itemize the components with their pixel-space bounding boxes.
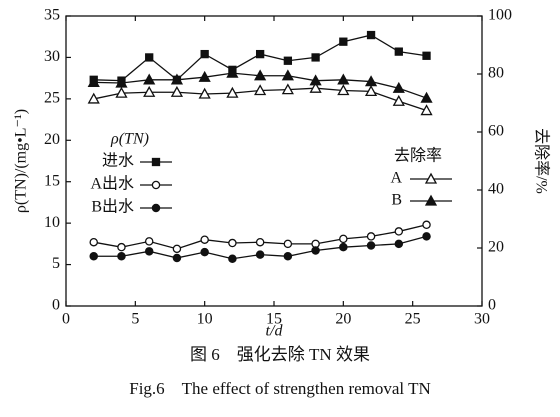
y-tick-label: 15 bbox=[44, 172, 60, 189]
marker bbox=[115, 86, 128, 98]
legend-marker bbox=[424, 172, 438, 184]
marker bbox=[89, 252, 98, 261]
marker bbox=[228, 238, 237, 248]
legend-marker bbox=[151, 203, 161, 213]
y-tick-label: 10 bbox=[44, 214, 60, 231]
legend-label: A出水 bbox=[90, 175, 134, 193]
marker bbox=[198, 70, 211, 82]
marker bbox=[115, 76, 128, 88]
marker bbox=[281, 83, 294, 95]
marker bbox=[143, 73, 156, 85]
marker bbox=[172, 244, 182, 254]
marker bbox=[170, 73, 184, 85]
marker bbox=[143, 85, 156, 97]
marker bbox=[117, 242, 126, 252]
marker bbox=[254, 84, 267, 96]
legend-label: B出水 bbox=[91, 198, 134, 216]
x-tick-label: 5 bbox=[131, 311, 139, 328]
marker bbox=[170, 85, 184, 97]
marker bbox=[337, 73, 350, 85]
marker bbox=[420, 91, 433, 103]
marker bbox=[366, 232, 376, 241]
x-tick-label: 10 bbox=[197, 311, 213, 328]
marker bbox=[392, 94, 405, 106]
x-tick-label: 15 bbox=[266, 311, 282, 328]
y2-tick-label: 40 bbox=[488, 181, 504, 198]
y-tick-label: 25 bbox=[44, 90, 60, 107]
marker bbox=[198, 87, 211, 99]
marker bbox=[339, 234, 348, 244]
y-tick-label: 5 bbox=[52, 255, 60, 272]
y2-tick-label: 80 bbox=[488, 65, 504, 82]
y2-tick-label: 100 bbox=[488, 7, 512, 24]
marker bbox=[255, 250, 265, 259]
x-tick-label: 25 bbox=[405, 311, 421, 328]
marker bbox=[89, 237, 98, 247]
x-tick-label: 30 bbox=[474, 311, 490, 328]
marker bbox=[339, 242, 348, 252]
marker bbox=[283, 56, 293, 65]
marker bbox=[392, 81, 405, 93]
legend-label: A bbox=[390, 170, 402, 187]
marker bbox=[255, 237, 265, 247]
marker bbox=[309, 74, 322, 86]
marker bbox=[337, 84, 350, 96]
caption-en: Fig.6 The effect of strengthen removal T… bbox=[129, 379, 431, 398]
marker bbox=[144, 247, 154, 256]
marker bbox=[87, 76, 100, 88]
y2-axis-label: 去除率/% bbox=[532, 128, 550, 194]
marker bbox=[420, 104, 433, 116]
marker bbox=[281, 69, 294, 81]
marker bbox=[422, 232, 431, 241]
marker bbox=[311, 246, 320, 255]
x-tick-label: 0 bbox=[62, 311, 70, 328]
marker bbox=[200, 49, 209, 59]
marker bbox=[366, 30, 376, 40]
marker bbox=[394, 227, 404, 236]
marker bbox=[255, 49, 265, 59]
marker bbox=[339, 37, 348, 46]
legend-label: B bbox=[391, 192, 402, 209]
marker bbox=[364, 75, 378, 87]
marker bbox=[364, 85, 378, 97]
x-axis-label: t/d bbox=[266, 323, 284, 340]
marker bbox=[422, 220, 431, 230]
marker bbox=[283, 239, 293, 249]
marker bbox=[172, 253, 182, 263]
marker bbox=[309, 81, 322, 93]
marker bbox=[366, 241, 376, 250]
y2-tick-label: 60 bbox=[488, 123, 504, 140]
legend-marker bbox=[151, 157, 161, 167]
marker bbox=[226, 86, 239, 98]
marker bbox=[200, 247, 209, 257]
y-tick-label: 35 bbox=[44, 7, 60, 24]
legend-title: ρ(TN) bbox=[110, 131, 149, 148]
y-tick-label: 0 bbox=[52, 297, 60, 314]
y2-tick-label: 20 bbox=[488, 239, 504, 256]
legend-marker bbox=[424, 194, 438, 206]
marker bbox=[394, 239, 404, 249]
y-axis-label: ρ(TN)/(mg•L⁻¹) bbox=[13, 109, 30, 213]
marker bbox=[226, 66, 239, 78]
marker bbox=[145, 53, 154, 62]
marker bbox=[254, 69, 267, 81]
marker bbox=[117, 252, 126, 261]
caption: 图 6 强化去除 TN 效果 bbox=[190, 345, 370, 364]
marker bbox=[87, 92, 100, 104]
x-tick-label: 20 bbox=[335, 311, 351, 328]
marker bbox=[200, 235, 209, 244]
y-tick-label: 20 bbox=[44, 131, 60, 148]
legend-label: 进水 bbox=[102, 152, 134, 170]
marker bbox=[228, 254, 237, 264]
marker bbox=[311, 53, 320, 62]
y-tick-label: 30 bbox=[44, 48, 60, 65]
marker bbox=[422, 51, 431, 60]
marker bbox=[283, 252, 293, 261]
y2-tick-label: 0 bbox=[488, 297, 496, 314]
legend-marker bbox=[151, 180, 161, 190]
marker bbox=[144, 237, 154, 246]
legend2-title: 去除率 bbox=[394, 147, 442, 165]
marker bbox=[394, 47, 403, 56]
